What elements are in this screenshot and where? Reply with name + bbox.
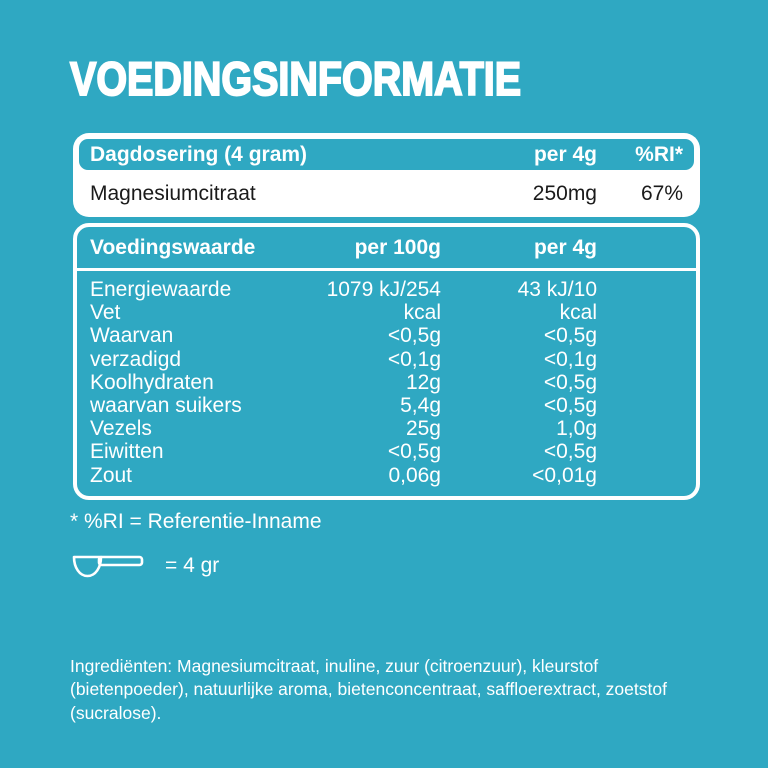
row-label: verzadigd <box>90 347 182 371</box>
row-value-per4g: <0,5g <box>543 324 597 348</box>
page-title: VOEDINGSINFORMATIE <box>69 52 522 105</box>
nutrition-panel: Voedingswaarde per 100g per 4g Energiewa… <box>73 223 700 500</box>
row-label: Eiwitten <box>90 440 164 464</box>
daily-dose-header-band: Dagdosering (4 gram) per 4g %RI* <box>79 139 694 170</box>
table-row: Waarvan <0,5g <0,5g <box>77 324 696 347</box>
row-value-per100g: <0,5g <box>387 440 441 464</box>
row-value-per100g: 5,4g <box>400 393 441 417</box>
nutrition-col-per100g: per 100g <box>354 236 441 259</box>
daily-dose-title: Dagdosering (4 gram) <box>90 143 308 166</box>
ingredient-amount: 250mg <box>532 181 597 205</box>
table-row: Vezels 25g 1,0g <box>77 417 696 440</box>
ingredients-line: Ingrediënten: Magnesiumcitraat, inuline,… <box>70 656 599 676</box>
nutrition-title: Voedingswaarde <box>90 236 256 259</box>
table-row: Zout 0,06g <0,01g <box>77 464 696 487</box>
nutrition-rows: Energiewaarde 1079 kJ/254 43 kJ/10 Vet k… <box>77 278 696 487</box>
ingredient-ri-percent: 67% <box>640 181 683 205</box>
row-label: Vet <box>90 301 121 325</box>
table-row: Koolhydraten 12g <0,5g <box>77 371 696 394</box>
row-value-per100g: 0,06g <box>388 463 441 487</box>
ingredients-line: (sucralose). <box>70 702 162 723</box>
table-row: Energiewaarde 1079 kJ/254 43 kJ/10 <box>77 278 696 301</box>
daily-dose-col-per4g: per 4g <box>533 143 597 166</box>
ingredient-name: Magnesiumcitraat <box>90 181 256 205</box>
row-label: Koolhydraten <box>90 370 214 394</box>
nutrition-header: Voedingswaarde per 100g per 4g <box>77 227 696 268</box>
row-value-per4g: <0,5g <box>543 393 597 417</box>
daily-dose-panel: Dagdosering (4 gram) per 4g %RI* Magnesi… <box>73 133 700 217</box>
row-value-per4g: <0,1g <box>543 347 597 371</box>
row-value-per100g: <0,1g <box>387 347 441 371</box>
row-value-per100g: 1079 kJ/254 <box>326 278 441 301</box>
row-value-per100g: 25g <box>405 417 441 441</box>
nutrition-col-per4g: per 4g <box>533 236 597 259</box>
row-value-per100g: <0,5g <box>387 324 441 348</box>
daily-dose-row: Magnesiumcitraat 250mg 67% <box>73 170 700 217</box>
table-row: Vet kcal kcal <box>77 301 696 324</box>
row-value-per4g: 43 kJ/10 <box>517 278 597 301</box>
ingredients-text: Ingrediënten: Magnesiumcitraat, inuline,… <box>70 655 710 725</box>
ri-footnote: * %RI = Referentie-Inname <box>70 510 322 533</box>
row-label: Waarvan <box>90 324 174 348</box>
daily-dose-col-ri: %RI* <box>635 143 683 166</box>
ingredients-line: (bietenpoeder), natuurlijke aroma, biete… <box>70 679 667 700</box>
table-row: verzadigd <0,1g <0,1g <box>77 348 696 371</box>
measuring-scoop-icon <box>72 555 144 578</box>
table-row: waarvan suikers 5,4g <0,5g <box>77 394 696 417</box>
row-value-per4g: <0,01g <box>532 463 597 487</box>
row-value-per4g: 1,0g <box>556 417 597 441</box>
scoop-equals-label: = 4 gr <box>165 554 220 577</box>
row-value-per4g: <0,5g <box>543 440 597 464</box>
header-divider <box>77 268 696 271</box>
row-value-per100g: 12g <box>405 370 441 394</box>
row-value-per4g: <0,5g <box>543 370 597 394</box>
row-value-per4g: kcal <box>559 301 597 325</box>
table-row: Eiwitten <0,5g <0,5g <box>77 440 696 463</box>
row-label: Energiewaarde <box>90 278 232 301</box>
row-value-per100g: kcal <box>403 301 441 325</box>
row-label: Vezels <box>90 417 152 441</box>
row-label: waarvan suikers <box>90 393 242 417</box>
row-label: Zout <box>90 463 133 487</box>
